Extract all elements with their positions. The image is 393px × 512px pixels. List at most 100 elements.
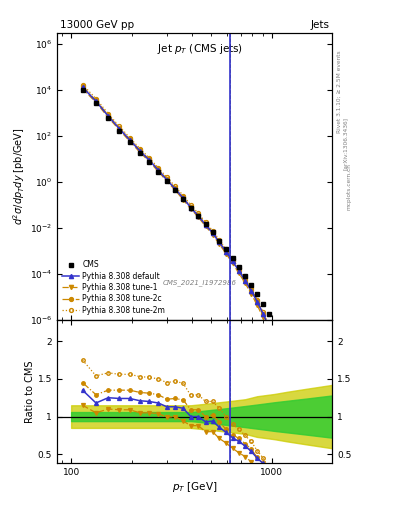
Pythia 8.308 tune-2m <box>266 322 271 328</box>
Pythia 8.308 tune-1 <box>188 206 193 212</box>
Pythia 8.308 default <box>138 148 142 154</box>
Pythia 8.308 tune-1 <box>94 99 98 105</box>
Pythia 8.308 tune-1 <box>80 86 85 92</box>
Line: Pythia 8.308 default: Pythia 8.308 default <box>81 85 277 345</box>
Pythia 8.308 tune-2m <box>217 237 222 243</box>
Pythia 8.308 tune-2m <box>181 193 185 199</box>
Pythia 8.308 default <box>165 177 169 183</box>
CMS <box>294 368 299 374</box>
Pythia 8.308 default <box>196 213 200 219</box>
Pythia 8.308 tune-2m <box>249 285 253 291</box>
Legend: CMS, Pythia 8.308 default, Pythia 8.308 tune-1, Pythia 8.308 tune-2c, Pythia 8.3: CMS, Pythia 8.308 default, Pythia 8.308 … <box>61 259 167 316</box>
Pythia 8.308 tune-1 <box>117 127 122 133</box>
Pythia 8.308 tune-1 <box>266 328 271 334</box>
Pythia 8.308 default <box>127 137 132 143</box>
Pythia 8.308 default <box>255 298 259 305</box>
Pythia 8.308 tune-2m <box>156 165 161 171</box>
Pythia 8.308 tune-1 <box>127 138 132 144</box>
Pythia 8.308 default <box>224 248 228 254</box>
Pythia 8.308 tune-2c <box>272 340 277 347</box>
Pythia 8.308 tune-2m <box>203 219 208 225</box>
Pythia 8.308 tune-2c <box>80 83 85 90</box>
Pythia 8.308 default <box>272 340 277 346</box>
Pythia 8.308 default <box>156 167 161 173</box>
Pythia 8.308 tune-1 <box>230 260 235 266</box>
Pythia 8.308 tune-2c <box>261 310 265 316</box>
Pythia 8.308 tune-2m <box>243 275 248 282</box>
CMS <box>117 128 122 134</box>
Pythia 8.308 tune-2c <box>127 136 132 142</box>
Pythia 8.308 tune-2m <box>210 227 215 233</box>
Pythia 8.308 tune-1 <box>138 149 142 155</box>
Pythia 8.308 tune-2m <box>147 155 152 161</box>
Pythia 8.308 tune-2c <box>255 298 259 305</box>
Pythia 8.308 tune-1 <box>261 314 265 321</box>
Pythia 8.308 tune-1 <box>243 280 248 286</box>
CMS <box>299 382 304 388</box>
Pythia 8.308 tune-2m <box>261 309 265 315</box>
Pythia 8.308 tune-2c <box>188 204 193 210</box>
Line: Pythia 8.308 tune-1: Pythia 8.308 tune-1 <box>81 87 277 350</box>
Pythia 8.308 tune-2c <box>147 156 152 162</box>
Pythia 8.308 tune-2m <box>106 111 110 117</box>
Pythia 8.308 default <box>230 258 235 264</box>
Pythia 8.308 default <box>203 222 208 228</box>
CMS <box>278 333 283 339</box>
Pythia 8.308 default <box>117 125 122 132</box>
CMS <box>156 169 161 175</box>
Pythia 8.308 tune-2c <box>217 239 222 245</box>
Pythia 8.308 tune-2c <box>203 221 208 227</box>
CMS <box>210 229 215 236</box>
Pythia 8.308 tune-2c <box>249 287 253 293</box>
Text: Rivet 3.1.10; ≥ 2.5M events: Rivet 3.1.10; ≥ 2.5M events <box>337 51 342 134</box>
Pythia 8.308 tune-1 <box>255 302 259 308</box>
Pythia 8.308 tune-2m <box>188 202 193 208</box>
CMS <box>224 246 228 252</box>
CMS <box>94 100 98 106</box>
Y-axis label: $d^2\sigma/dp_Tdy$ [pb/GeV]: $d^2\sigma/dp_Tdy$ [pb/GeV] <box>11 128 27 225</box>
Pythia 8.308 tune-2m <box>255 296 259 303</box>
CMS <box>106 115 110 121</box>
Pythia 8.308 tune-1 <box>181 197 185 203</box>
CMS <box>283 344 288 350</box>
Pythia 8.308 default <box>261 310 265 316</box>
Pythia 8.308 tune-2m <box>165 175 169 181</box>
Pythia 8.308 tune-1 <box>217 241 222 247</box>
CMS <box>243 272 248 279</box>
Pythia 8.308 default <box>266 324 271 330</box>
CMS <box>203 221 208 227</box>
CMS <box>188 204 193 210</box>
Pythia 8.308 tune-2m <box>80 81 85 88</box>
Pythia 8.308 tune-1 <box>156 168 161 175</box>
Pythia 8.308 tune-2c <box>173 185 178 191</box>
Pythia 8.308 tune-2c <box>224 248 228 254</box>
Pythia 8.308 tune-2c <box>266 324 271 330</box>
CMS <box>288 356 293 362</box>
Pythia 8.308 tune-2c <box>138 147 142 153</box>
Pythia 8.308 default <box>106 113 110 119</box>
Pythia 8.308 tune-1 <box>165 178 169 184</box>
CMS <box>237 264 241 270</box>
CMS <box>249 282 253 288</box>
Pythia 8.308 default <box>147 157 152 163</box>
X-axis label: $p_T$ [GeV]: $p_T$ [GeV] <box>172 480 217 494</box>
Text: Jet $p_T$ (CMS jets): Jet $p_T$ (CMS jets) <box>157 42 243 56</box>
Pythia 8.308 default <box>188 204 193 210</box>
Pythia 8.308 tune-2m <box>230 256 235 262</box>
Pythia 8.308 tune-2m <box>224 246 228 252</box>
CMS <box>196 213 200 219</box>
Line: CMS: CMS <box>80 88 309 402</box>
Pythia 8.308 tune-1 <box>237 270 241 276</box>
Pythia 8.308 tune-2m <box>173 183 178 189</box>
Pythia 8.308 tune-1 <box>203 223 208 229</box>
Pythia 8.308 tune-2m <box>127 135 132 141</box>
Pythia 8.308 default <box>217 239 222 245</box>
Pythia 8.308 default <box>181 195 185 201</box>
Pythia 8.308 tune-2m <box>117 123 122 130</box>
Pythia 8.308 default <box>80 84 85 90</box>
Text: 13000 GeV pp: 13000 GeV pp <box>60 20 134 30</box>
CMS <box>272 322 277 328</box>
Pythia 8.308 default <box>210 230 215 236</box>
CMS <box>217 238 222 244</box>
Pythia 8.308 tune-2c <box>181 194 185 200</box>
